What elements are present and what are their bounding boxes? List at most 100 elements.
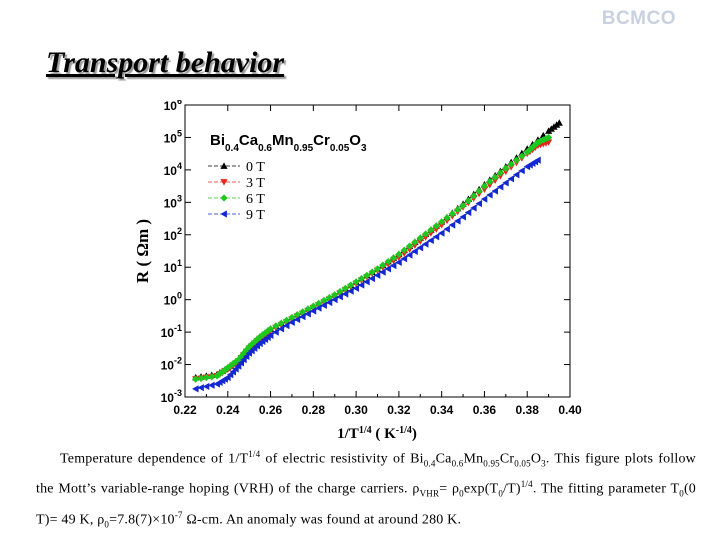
data-point bbox=[432, 226, 440, 233]
data-point bbox=[507, 160, 515, 168]
data-point bbox=[299, 313, 306, 321]
caption-run: Ca bbox=[435, 451, 452, 467]
data-point bbox=[234, 362, 242, 370]
caption-run: . The fitting parameter T bbox=[532, 482, 680, 498]
data-point bbox=[454, 206, 462, 214]
label-run: ( K bbox=[372, 426, 396, 442]
data-point bbox=[202, 382, 210, 391]
data-point bbox=[405, 251, 413, 259]
data-point bbox=[422, 240, 429, 248]
y-tick-label: 105 bbox=[164, 128, 182, 145]
x-tick-label: 0.32 bbox=[387, 403, 411, 417]
caption-run: of electric resistivity of Bi bbox=[260, 451, 424, 467]
data-point bbox=[272, 322, 280, 330]
data-point bbox=[536, 137, 545, 145]
caption-run: 0 bbox=[459, 488, 464, 499]
caption-run: Temperature dependence of 1/T bbox=[60, 451, 249, 467]
data-point bbox=[208, 373, 216, 381]
data-point bbox=[395, 258, 402, 266]
data-point bbox=[438, 218, 446, 226]
x-tick-label: 0.24 bbox=[216, 403, 240, 417]
data-point bbox=[363, 278, 370, 286]
y-tick-label: 10-1 bbox=[161, 323, 182, 340]
y-tick-base: 10 bbox=[161, 391, 175, 405]
data-point bbox=[216, 370, 224, 378]
label-run: 3 bbox=[361, 143, 367, 154]
caption-run: Cr bbox=[499, 451, 515, 467]
data-point bbox=[331, 296, 338, 304]
data-point bbox=[208, 381, 215, 389]
data-point bbox=[486, 191, 493, 199]
data-point bbox=[507, 175, 515, 183]
data-point bbox=[523, 148, 531, 156]
data-point bbox=[405, 242, 414, 250]
y-tick-base: 10 bbox=[161, 359, 175, 373]
caption-run: 3 bbox=[541, 458, 546, 469]
label-run: ) bbox=[133, 219, 152, 229]
data-point bbox=[486, 182, 494, 189]
slide-title: Transport behavior bbox=[46, 46, 285, 79]
y-tick-exp: 0 bbox=[177, 291, 182, 301]
data-point bbox=[197, 384, 204, 392]
label-run: Ca bbox=[239, 132, 259, 149]
y-tick-exp: -3 bbox=[174, 388, 182, 398]
data-point bbox=[368, 274, 376, 283]
label-run: 1/T bbox=[337, 426, 359, 442]
label-run: ( bbox=[133, 257, 152, 271]
resistivity-chart: 0.22 0.24 0.26 0.28 0.30 0.32 0.34 0.36 0.38 0.40… bbox=[133, 100, 582, 442]
data-point bbox=[304, 305, 312, 313]
y-tick-exp: 4 bbox=[177, 161, 182, 171]
caption-run: 0.95 bbox=[483, 458, 500, 469]
x-tick-label: 0.34 bbox=[430, 403, 454, 417]
label-run: 0.6 bbox=[258, 143, 272, 154]
data-point bbox=[454, 217, 461, 225]
data-point bbox=[288, 313, 296, 322]
series-0 bbox=[192, 119, 563, 381]
data-point bbox=[341, 290, 349, 298]
y-tick-base: 10 bbox=[164, 131, 178, 145]
data-point bbox=[192, 375, 200, 383]
data-point bbox=[475, 187, 483, 195]
y-tick-label: 103 bbox=[164, 193, 182, 210]
data-point bbox=[277, 325, 285, 333]
data-point bbox=[309, 307, 317, 315]
data-point bbox=[197, 374, 205, 382]
data-point bbox=[422, 234, 430, 241]
data-point bbox=[325, 294, 333, 302]
data-point bbox=[213, 372, 221, 380]
label-run: m bbox=[133, 229, 152, 243]
data-point bbox=[534, 156, 541, 164]
caption-run: Ω-cm. An anomaly was found at around 280… bbox=[182, 512, 462, 528]
data-point bbox=[320, 296, 328, 305]
data-point bbox=[555, 119, 563, 126]
y-tick-label: 100 bbox=[164, 291, 182, 308]
caption-run: . This figure plots follow the Mott’s va… bbox=[36, 451, 696, 498]
y-tick-base: 10 bbox=[164, 196, 178, 210]
data-point bbox=[272, 328, 279, 336]
data-point bbox=[502, 179, 509, 187]
data-point bbox=[448, 221, 456, 229]
data-point bbox=[416, 238, 424, 245]
x-tick-label: 0.22 bbox=[173, 403, 197, 417]
data-point bbox=[379, 261, 387, 269]
data-point bbox=[277, 319, 285, 327]
data-point bbox=[427, 226, 435, 234]
data-point bbox=[400, 255, 408, 263]
y-tick-label: 10-2 bbox=[161, 356, 182, 373]
label-run: 0.95 bbox=[294, 143, 314, 154]
y-tick-label: 10-3 bbox=[161, 388, 182, 405]
brand-logo: BCMCO bbox=[601, 8, 676, 29]
label-run: 1/4 bbox=[359, 425, 372, 436]
y-tick-base: 10 bbox=[164, 229, 178, 243]
x-tick-label: 0.26 bbox=[259, 403, 283, 417]
y-tick-base: 10 bbox=[164, 100, 178, 113]
caption-run: 0.05 bbox=[514, 458, 531, 469]
data-point bbox=[192, 385, 199, 393]
data-point bbox=[368, 268, 376, 276]
data-point bbox=[221, 366, 229, 374]
label-run: -1/4 bbox=[396, 425, 412, 436]
x-tick-label: 0.30 bbox=[344, 403, 368, 417]
data-point bbox=[443, 225, 450, 233]
data-point bbox=[518, 167, 525, 175]
data-point bbox=[373, 271, 381, 279]
